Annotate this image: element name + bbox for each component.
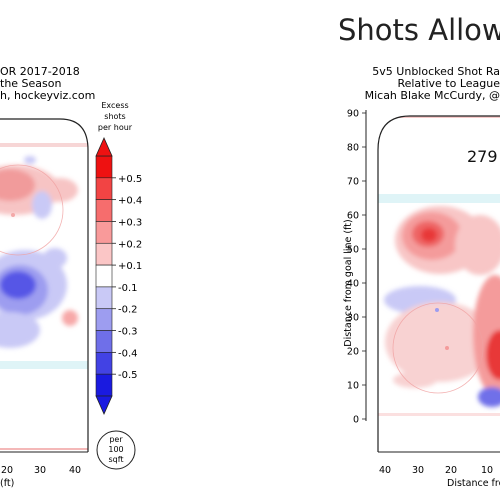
colorbar-tick-label: +0.2 xyxy=(118,239,142,250)
colorbar-unit-line-2: 100 xyxy=(108,445,123,454)
right-x-tick-label: 40 xyxy=(379,465,391,476)
right-y-tick-label: 30 xyxy=(347,313,359,324)
colorbar-block xyxy=(95,221,113,244)
page-title: Shots Allowe xyxy=(338,13,500,47)
colorbar-tick-label: +0.3 xyxy=(118,217,142,228)
right-title-line-3: Micah Blake McCurdy, @ xyxy=(365,89,500,102)
colorbar-block xyxy=(95,330,113,353)
colorbar-unit-badge xyxy=(96,430,136,470)
colorbar-block xyxy=(95,155,113,179)
left-x-tick-label: 20 xyxy=(1,465,13,476)
colorbar-unit-line-3: sqft xyxy=(108,455,123,464)
left-rink-outline xyxy=(0,118,89,452)
colorbar-tick-label: +0.1 xyxy=(118,261,142,272)
right-x-tick-labels: 40 30 20 10 xyxy=(379,465,493,476)
colorbar-block xyxy=(95,177,113,200)
colorbar-block xyxy=(95,308,113,331)
left-title-line-2: the Season xyxy=(0,77,62,90)
right-title-line-1: 5v5 Unblocked Shot Ra xyxy=(372,65,500,78)
right-y-tick-label: 50 xyxy=(347,245,359,256)
right-y-tick-label: 0 xyxy=(353,415,359,426)
right-x-tick-label: 20 xyxy=(445,465,457,476)
right-y-tick-label: 60 xyxy=(347,211,359,222)
colorbar-tick-label: -0.5 xyxy=(118,370,138,381)
colorbar-block xyxy=(95,242,113,266)
colorbar-tick-label: -0.4 xyxy=(118,348,138,359)
colorbar: Excess shots per hour +0.5 +0.4 +0.3 +0.2 +0… xyxy=(95,101,142,470)
right-center-value: 279 xyxy=(467,147,498,166)
left-title-line-3: h, hockeyviz.com xyxy=(0,89,95,102)
right-y-tick-label: 70 xyxy=(347,177,359,188)
colorbar-tick-label: -0.1 xyxy=(118,283,138,294)
right-y-axis-label: Distance from goal line (ft) xyxy=(343,219,354,347)
colorbar-block xyxy=(95,264,113,288)
right-y-tick-label: 20 xyxy=(347,347,359,358)
left-heatmap xyxy=(0,119,88,450)
right-x-tick-label: 10 xyxy=(481,465,493,476)
left-x-tick-labels: 20 30 40 xyxy=(1,465,81,476)
colorbar-bottom-arrow xyxy=(95,395,113,415)
colorbar-title-line-2: shots xyxy=(104,112,125,121)
left-x-tick-label: 30 xyxy=(34,465,46,476)
left-title-line-1: OR 2017-2018 xyxy=(0,65,80,78)
right-chart: 5v5 Unblocked Shot Ra Relative to League… xyxy=(343,65,500,489)
colorbar-top-arrow xyxy=(95,137,113,157)
colorbar-block xyxy=(95,199,113,222)
left-x-axis-label: (ft) xyxy=(0,478,14,489)
colorbar-unit-line-1: per xyxy=(109,435,123,444)
right-rink-outline xyxy=(377,115,500,452)
colorbar-tick-label: -0.2 xyxy=(118,305,138,316)
colorbar-block xyxy=(95,373,113,397)
right-x-tick-label: 30 xyxy=(412,465,424,476)
right-title-line-2: Relative to League xyxy=(397,77,500,90)
right-y-tick-label: 10 xyxy=(347,381,359,392)
left-chart: OR 2017-2018 the Season h, hockeyviz.com xyxy=(0,65,95,489)
right-y-tick-label: 90 xyxy=(347,109,359,120)
colorbar-title-line-3: per hour xyxy=(98,123,133,132)
right-x-axis-label: Distance fro xyxy=(447,478,500,489)
colorbar-block xyxy=(95,286,113,310)
colorbar-tick-label: +0.5 xyxy=(118,174,142,185)
colorbar-tick-label: -0.3 xyxy=(118,327,138,338)
right-y-tick-label: 40 xyxy=(347,279,359,290)
colorbar-block xyxy=(95,352,113,375)
left-x-tick-label: 40 xyxy=(69,465,81,476)
colorbar-title-line-1: Excess xyxy=(101,101,128,110)
right-y-tick-label: 80 xyxy=(347,143,359,154)
right-heatmap xyxy=(378,116,500,452)
colorbar-tick-label: +0.4 xyxy=(118,196,142,207)
